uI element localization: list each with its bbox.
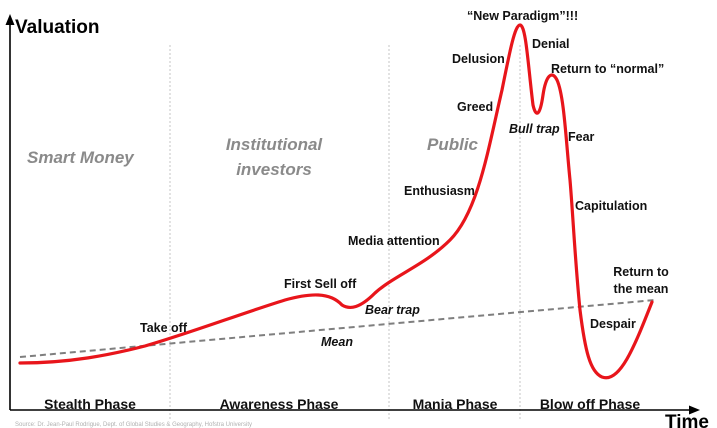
x-axis-title: Time xyxy=(665,412,709,428)
phase-label-mania: Mania Phase xyxy=(413,396,498,412)
annotation-delusion: Delusion xyxy=(452,52,505,66)
phase-label-awareness: Awareness Phase xyxy=(220,396,339,412)
annotation-denial: Denial xyxy=(532,37,570,51)
y-axis-title: Valuation xyxy=(15,17,99,38)
annotation-return-to-mean-line1: Return to xyxy=(613,265,669,279)
group-label-public: Public xyxy=(427,135,479,154)
mean-trend-line xyxy=(19,299,656,358)
group-label-investors: investors xyxy=(236,160,312,179)
annotation-greed: Greed xyxy=(457,100,493,114)
annotation-new-paradigm: “New Paradigm”!!! xyxy=(467,9,578,23)
annotation-bear-trap: Bear trap xyxy=(365,303,420,317)
y-axis-arrow xyxy=(5,14,15,25)
phase-label-stealth: Stealth Phase xyxy=(44,396,136,412)
annotation-mean: Mean xyxy=(321,335,353,349)
annotation-enthusiasm: Enthusiasm xyxy=(404,184,475,198)
valuation-curve xyxy=(18,23,654,380)
annotation-capitulation: Capitulation xyxy=(575,199,647,213)
annotation-return-to-normal: Return to “normal” xyxy=(551,62,664,76)
annotation-bull-trap: Bull trap xyxy=(509,122,560,136)
group-label-smart-money: Smart Money xyxy=(27,148,135,167)
annotation-return-to-mean-line2: the mean xyxy=(614,282,669,296)
source-footnote: Source: Dr. Jean-Paul Rodrigue, Dept. of… xyxy=(15,422,252,428)
group-label-institutional: Institutional xyxy=(226,135,324,154)
annotation-despair: Despair xyxy=(590,317,636,331)
annotation-media-attention: Media attention xyxy=(348,234,440,248)
annotation-first-sell-off: First Sell off xyxy=(284,277,357,291)
x-axis-arrow xyxy=(689,405,700,415)
phase-label-blow-off: Blow off Phase xyxy=(540,396,641,412)
annotation-fear: Fear xyxy=(568,130,595,144)
annotation-take-off: Take off xyxy=(140,321,188,335)
